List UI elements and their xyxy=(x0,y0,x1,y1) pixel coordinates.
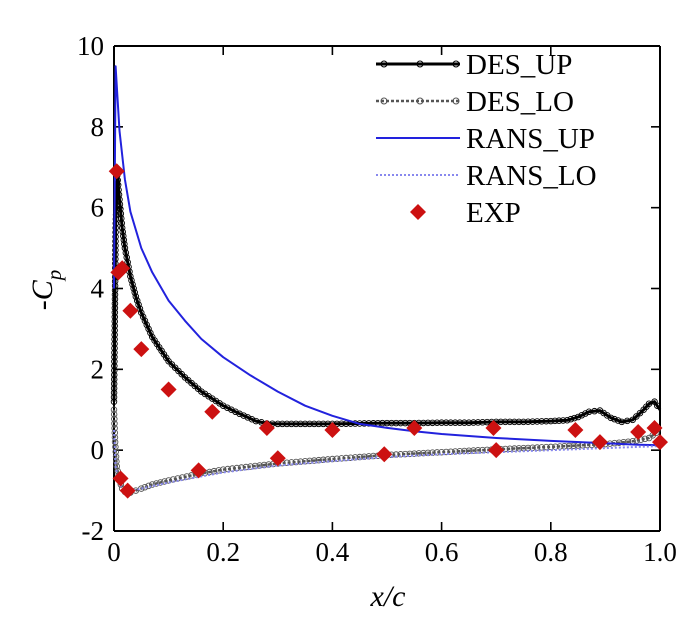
legend: DES_UP DES_LO RANS_UP RANS_LO EXP xyxy=(376,49,597,229)
series-rans-up xyxy=(113,65,661,447)
exp-point xyxy=(646,419,663,436)
exp-point xyxy=(122,302,139,319)
series-marker xyxy=(178,370,185,378)
legend-entry-rans-lo: RANS_LO xyxy=(376,160,597,192)
series-marker xyxy=(570,442,577,450)
series-des-lo xyxy=(110,406,661,496)
x-tick-label: 0.4 xyxy=(316,537,350,567)
series-marker xyxy=(615,439,623,446)
series-line xyxy=(112,173,662,426)
series-des-up xyxy=(110,172,662,428)
legend-label: EXP xyxy=(466,197,521,229)
legend-label: DES_LO xyxy=(466,86,574,118)
series-marker xyxy=(306,457,313,465)
series-marker xyxy=(113,458,120,465)
y-tick-label: 2 xyxy=(91,354,105,384)
series-marker xyxy=(470,447,477,454)
exp-point xyxy=(652,434,668,451)
y-tick-label: 4 xyxy=(91,274,105,304)
series-marker xyxy=(315,456,323,464)
legend-entry-exp: EXP xyxy=(410,197,521,229)
exp-point xyxy=(269,450,286,467)
series-marker xyxy=(157,479,164,486)
legend-swatch xyxy=(410,204,426,220)
exp-point xyxy=(133,341,150,358)
series-marker xyxy=(175,367,182,375)
series-marker xyxy=(153,480,160,487)
legend-entry-des-up: DES_UP xyxy=(376,49,572,81)
y-tick-label: 8 xyxy=(91,112,105,142)
exp-point xyxy=(567,421,584,438)
series-marker xyxy=(171,364,179,371)
legend-entry-rans-up: RANS_UP xyxy=(376,123,595,155)
series-marker xyxy=(112,443,119,451)
series-marker xyxy=(636,409,644,417)
exp-point xyxy=(406,419,423,436)
plot-area xyxy=(108,65,668,499)
exp-point xyxy=(591,434,608,451)
x-axis-title: x/c xyxy=(370,580,406,613)
exp-point xyxy=(324,421,341,438)
series-line xyxy=(113,65,661,447)
y-axis-title-main: -C xyxy=(26,279,59,310)
y-axis-title: -Cp xyxy=(26,270,66,311)
series-marker xyxy=(474,447,482,454)
x-tick-label: 1.0 xyxy=(643,537,677,567)
series-marker xyxy=(415,450,423,457)
series-line xyxy=(112,409,661,494)
exp-point xyxy=(160,381,177,398)
y-tick-label: 6 xyxy=(91,193,105,223)
exp-point xyxy=(488,442,505,459)
exp-point xyxy=(119,482,136,499)
exp-point xyxy=(204,403,221,420)
series-marker xyxy=(165,358,172,365)
legend-label: RANS_LO xyxy=(466,160,597,192)
series-marker xyxy=(411,450,418,457)
series-marker xyxy=(210,467,218,475)
series-marker xyxy=(168,361,176,368)
series-rans-lo xyxy=(113,429,661,493)
series-marker xyxy=(310,457,318,464)
series-marker xyxy=(370,452,377,460)
exp-point xyxy=(108,163,125,180)
x-tick-label: 0.2 xyxy=(206,537,240,567)
y-tick-label: -2 xyxy=(82,516,105,546)
exp-point xyxy=(190,462,207,479)
exp-point xyxy=(376,446,393,463)
legend-label: RANS_UP xyxy=(466,123,595,155)
series-exp xyxy=(108,163,668,499)
x-tick-label: 0.8 xyxy=(534,537,568,567)
y-tick-label: 0 xyxy=(91,435,105,465)
series-marker xyxy=(113,463,120,470)
exp-point xyxy=(112,470,129,487)
y-tick-label: 10 xyxy=(77,31,104,61)
legend-entry-des-lo: DES_LO xyxy=(376,86,574,118)
series-marker xyxy=(565,442,573,450)
exp-point xyxy=(485,419,502,436)
series-marker xyxy=(633,413,640,420)
y-axis-title-sub: p xyxy=(42,270,66,283)
exp-point xyxy=(114,260,131,277)
x-tick-label: 0.6 xyxy=(425,537,459,567)
legend-label: DES_UP xyxy=(466,49,572,81)
x-tick-label: 0 xyxy=(107,537,121,567)
exp-point xyxy=(258,419,275,436)
series-marker xyxy=(654,402,661,409)
exp-point xyxy=(630,423,647,440)
series-line xyxy=(113,429,661,493)
